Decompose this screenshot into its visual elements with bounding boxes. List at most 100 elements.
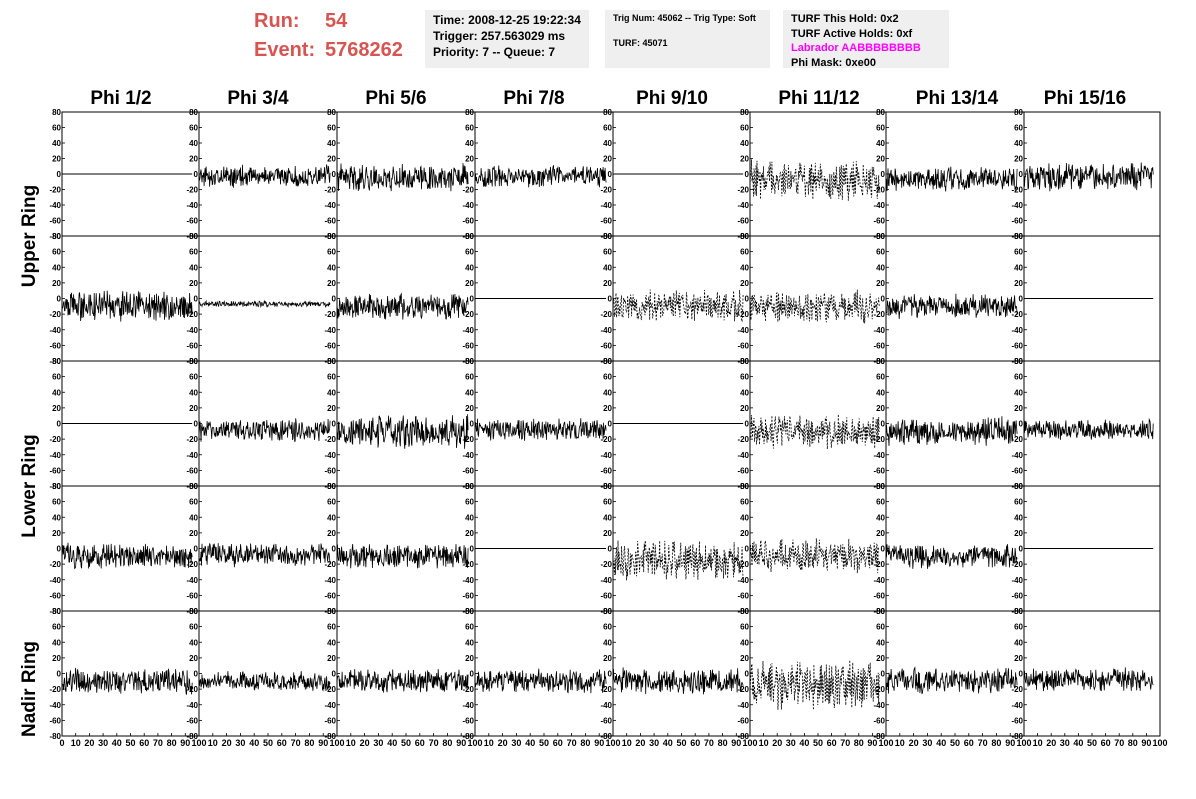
y-tick-label: -40 <box>737 201 749 210</box>
y-tick-label: 80 <box>740 482 749 491</box>
y-tick-label: 20 <box>1014 155 1023 164</box>
y-tick-label: 60 <box>740 498 749 507</box>
waveform-trace-r2-c6 <box>885 416 1018 446</box>
x-tick-label: 80 <box>442 738 452 748</box>
y-tick-label: 60 <box>1014 498 1023 507</box>
y-tick-label: 0 <box>881 295 886 304</box>
x-tick-label: 20 <box>498 738 508 748</box>
x-tick-label: 40 <box>387 738 397 748</box>
y-tick-label: -40 <box>324 451 336 460</box>
y-tick-label: -40 <box>324 201 336 210</box>
y-tick-label: -40 <box>600 576 612 585</box>
y-tick-label: 0 <box>881 545 886 554</box>
y-tick-label: -40 <box>600 451 612 460</box>
y-tick-label: -20 <box>1011 435 1023 444</box>
y-tick-label: 40 <box>876 139 885 148</box>
y-tick-label: -40 <box>873 451 885 460</box>
x-tick-label: 70 <box>291 738 301 748</box>
y-tick-label: -40 <box>49 326 61 335</box>
y-tick-label: 40 <box>1014 263 1023 272</box>
y-tick-label: 20 <box>603 404 612 413</box>
y-tick-label: 20 <box>52 654 61 663</box>
run-label: Run: <box>254 10 300 32</box>
x-tick-label: 30 <box>98 738 108 748</box>
y-tick-label: -20 <box>737 435 749 444</box>
y-tick-label: 60 <box>465 498 474 507</box>
y-tick-label: 80 <box>465 232 474 241</box>
y-tick-label: 40 <box>465 638 474 647</box>
y-tick-label: -20 <box>600 310 612 319</box>
x-tick-label: 70 <box>978 738 988 748</box>
trig-num-text: Trig Num: 45062 -- Trig Type: Soft <box>613 13 756 23</box>
x-tick-label: 90 <box>867 738 877 748</box>
phi-mask-text: Phi Mask: 0xe00 <box>791 56 876 69</box>
y-tick-label: 60 <box>1014 248 1023 257</box>
y-tick-label: -20 <box>49 560 61 569</box>
y-tick-label: 20 <box>876 404 885 413</box>
y-tick-label: 80 <box>465 108 474 117</box>
y-tick-label: -20 <box>873 310 885 319</box>
time-info-box: Time: 2008-12-25 19:22:34 Trigger: 257.5… <box>425 10 589 68</box>
y-tick-label: 60 <box>740 124 749 133</box>
x-tick-label: 50 <box>539 738 549 748</box>
y-tick-label: -20 <box>1011 310 1023 319</box>
y-tick-label: -60 <box>49 716 61 725</box>
y-tick-label: 80 <box>189 108 198 117</box>
y-tick-label: -60 <box>600 341 612 350</box>
x-tick-label: 30 <box>235 738 245 748</box>
y-tick-label: -60 <box>873 591 885 600</box>
y-tick-label: -80 <box>49 732 61 741</box>
y-tick-label: 0 <box>332 170 337 179</box>
y-tick-label: 40 <box>603 139 612 148</box>
y-tick-label: -40 <box>49 451 61 460</box>
y-tick-label: -40 <box>49 701 61 710</box>
x-tick-label: 20 <box>1046 738 1056 748</box>
waveform-trace-r4-c2 <box>336 669 469 693</box>
x-tick-label: 40 <box>1073 738 1083 748</box>
y-tick-label: 60 <box>876 373 885 382</box>
y-tick-label: 60 <box>740 623 749 632</box>
y-tick-label: 80 <box>1014 232 1023 241</box>
y-tick-label: 20 <box>52 279 61 288</box>
x-tick-label: 60 <box>277 738 287 748</box>
y-tick-label: 40 <box>52 139 61 148</box>
x-tick-label: 50 <box>676 738 686 748</box>
y-tick-label: 20 <box>465 279 474 288</box>
x-tick-label: 30 <box>511 738 521 748</box>
y-tick-label: 20 <box>603 155 612 164</box>
y-tick-label: -20 <box>1011 186 1023 195</box>
y-tick-label: -60 <box>49 341 61 350</box>
y-tick-label: 80 <box>740 232 749 241</box>
y-tick-label: -40 <box>462 326 474 335</box>
y-tick-label: 60 <box>603 498 612 507</box>
waveform-trace-r4-c0 <box>61 667 193 696</box>
turf-active-holds-text: TURF Active Holds: 0xf <box>791 27 913 40</box>
y-tick-label: 20 <box>876 279 885 288</box>
y-tick-label: 0 <box>57 295 62 304</box>
y-tick-label: -60 <box>737 591 749 600</box>
y-tick-label: 20 <box>876 529 885 538</box>
y-tick-label: 20 <box>52 404 61 413</box>
y-tick-label: -60 <box>324 591 336 600</box>
waveform-trace-r3-c1 <box>198 543 331 568</box>
x-tick-label: 60 <box>690 738 700 748</box>
y-tick-label: 0 <box>745 670 750 679</box>
x-tick-label: 20 <box>360 738 370 748</box>
y-tick-label: -20 <box>462 186 474 195</box>
x-tick-label: 100 <box>878 738 893 748</box>
y-tick-label: 0 <box>1019 170 1024 179</box>
y-tick-label: -20 <box>186 310 198 319</box>
y-tick-label: 80 <box>1014 108 1023 117</box>
x-tick-label: 50 <box>125 738 135 748</box>
x-tick-label: 90 <box>731 738 741 748</box>
y-tick-label: 0 <box>470 670 475 679</box>
y-tick-label: 40 <box>52 263 61 272</box>
y-tick-label: 40 <box>327 388 336 397</box>
y-tick-label: -40 <box>324 576 336 585</box>
y-tick-label: 60 <box>876 498 885 507</box>
y-tick-label: 20 <box>327 279 336 288</box>
y-tick-label: 20 <box>740 654 749 663</box>
y-tick-label: 80 <box>603 108 612 117</box>
x-tick-label: 70 <box>840 738 850 748</box>
waveform-trace-r2-c1 <box>198 418 331 443</box>
